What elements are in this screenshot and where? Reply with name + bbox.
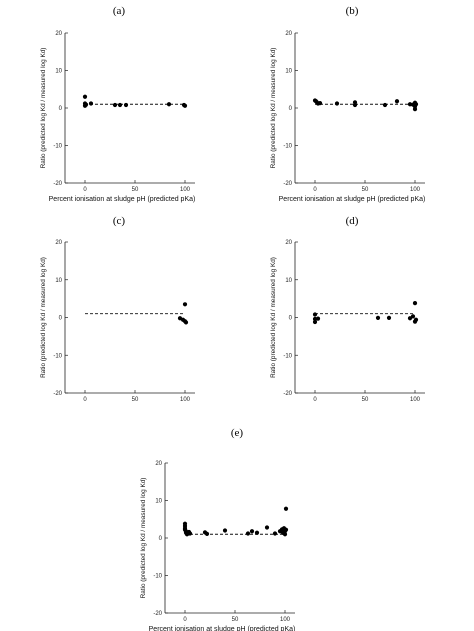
data-point	[382, 102, 388, 108]
panel-b-scatter-plot: (b) -20 -10 0 10 20 0 50 100 Ratio (predicted log…	[270, 5, 425, 203]
x-tick-label: 50	[362, 397, 369, 403]
data-point	[204, 531, 210, 536]
y-axis-label: Ratio (predicted log Kd / measured log K…	[40, 48, 47, 169]
panel-e-scatter-plot: (e) -20 -10 0 10 20 0 50 100 Ratio (predicted log…	[140, 427, 295, 631]
data-point	[413, 102, 419, 107]
data-point	[245, 531, 251, 536]
y-tick-label: -10	[53, 144, 62, 150]
panel-d-scatter-plot: (d) -20 -10 0 10 20 0 50 100 Ratio (predicted log…	[270, 215, 425, 403]
x-tick-label: 100	[410, 187, 421, 193]
data-point	[386, 315, 392, 320]
y-tick-label: -20	[153, 611, 162, 617]
y-tick-label: 0	[59, 316, 63, 322]
data-point	[182, 103, 188, 108]
data-point	[82, 101, 88, 106]
x-tick-label: 50	[362, 187, 369, 193]
panel-a-scatter-plot: (a) -20 -10 0 10 20 0 50 100 Ratio (predicted log…	[40, 5, 195, 203]
y-tick-label: 20	[55, 31, 62, 37]
data-point	[410, 314, 416, 319]
x-tick-label: 0	[313, 187, 317, 193]
x-tick-label: 100	[280, 617, 291, 623]
data-point	[182, 302, 188, 307]
data-point	[413, 317, 419, 322]
data-point	[88, 101, 94, 106]
x-tick-label: 50	[132, 397, 139, 403]
panel-label: (c)	[113, 215, 126, 227]
x-tick-label: 50	[132, 187, 139, 193]
y-tick-label: 0	[159, 536, 163, 542]
data-point	[312, 312, 318, 317]
data-point	[222, 528, 228, 533]
y-tick-label: -20	[53, 391, 62, 397]
data-point	[282, 532, 288, 537]
panel-label: (a)	[113, 5, 126, 17]
y-tick-label: 10	[55, 278, 62, 284]
data-point	[123, 102, 129, 108]
y-axis-label: Ratio (predicted log Kd / measured log K…	[140, 478, 147, 599]
data-point	[283, 527, 289, 532]
data-point	[312, 319, 318, 325]
y-axis-label: Ratio (predicted log Kd / measured log K…	[40, 257, 47, 378]
x-tick-label: 0	[83, 187, 87, 193]
x-tick-label: 0	[313, 397, 317, 403]
panel-label: (b)	[346, 5, 359, 17]
x-axis-label: Percent ionisation at sludge pH (predict…	[279, 196, 426, 203]
x-tick-label: 50	[232, 617, 239, 623]
y-tick-label: 0	[59, 106, 63, 112]
data-point	[394, 99, 400, 104]
panel-label: (d)	[346, 215, 359, 227]
y-tick-label: 20	[55, 240, 62, 246]
x-tick-label: 100	[410, 397, 421, 403]
y-tick-label: 0	[289, 106, 293, 112]
data-point	[317, 101, 323, 106]
data-point	[283, 506, 289, 511]
data-point	[249, 529, 255, 534]
x-tick-label: 0	[83, 397, 87, 403]
data-point	[166, 102, 172, 107]
x-tick-label: 0	[183, 617, 187, 623]
y-tick-label: -20	[53, 181, 62, 187]
x-axis-label: Percent ionisation at sludge pH (predict…	[149, 626, 296, 631]
data-point	[375, 315, 381, 320]
y-tick-label: -10	[53, 353, 62, 359]
data-point	[82, 94, 88, 99]
data-point	[352, 102, 358, 108]
y-tick-label: 10	[285, 69, 292, 75]
x-tick-label: 100	[180, 187, 191, 193]
data-point	[254, 530, 260, 535]
data-point	[407, 316, 413, 321]
y-tick-label: -10	[283, 144, 292, 150]
y-tick-label: -10	[153, 574, 162, 580]
data-point	[183, 320, 189, 325]
y-tick-label: 0	[289, 316, 293, 322]
data-point	[112, 102, 118, 108]
data-point	[117, 102, 123, 108]
y-tick-label: 10	[285, 278, 292, 284]
data-point	[412, 107, 418, 112]
y-tick-label: 20	[285, 31, 292, 37]
y-tick-label: 10	[55, 69, 62, 75]
data-point	[272, 531, 278, 536]
data-point	[334, 101, 340, 106]
data-point	[412, 301, 418, 306]
y-tick-label: 10	[155, 499, 162, 505]
data-point	[264, 525, 270, 530]
x-axis-label: Percent ionisation at sludge pH (predict…	[49, 196, 196, 203]
data-point	[187, 531, 193, 536]
y-tick-label: -10	[283, 353, 292, 359]
y-tick-label: -20	[283, 181, 292, 187]
y-tick-label: 20	[285, 240, 292, 246]
panel-c-scatter-plot: (c) -20 -10 0 10 20 0 50 100 Ratio (predicted log…	[40, 215, 195, 403]
panel-label: (e)	[231, 427, 244, 439]
y-axis-label: Ratio (predicted log Kd / measured log K…	[270, 48, 277, 169]
y-axis-label: Ratio (predicted log Kd / measured log K…	[270, 257, 277, 378]
y-tick-label: 20	[155, 461, 162, 467]
data-point	[315, 316, 321, 321]
y-tick-label: -20	[283, 391, 292, 397]
x-tick-label: 100	[180, 397, 191, 403]
